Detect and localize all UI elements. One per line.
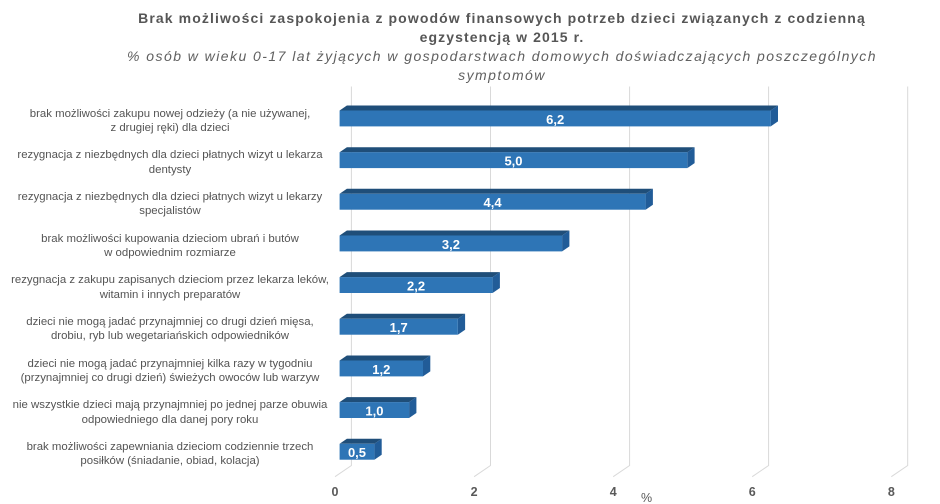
svg-text:8: 8: [888, 485, 895, 499]
svg-text:3,2: 3,2: [442, 237, 460, 252]
svg-text:1,2: 1,2: [372, 362, 390, 377]
svg-text:4: 4: [610, 485, 617, 499]
svg-text:4,4: 4,4: [484, 195, 503, 210]
svg-text:5,0: 5,0: [504, 154, 522, 169]
svg-text:0,5: 0,5: [348, 445, 366, 460]
svg-text:0: 0: [332, 485, 339, 499]
svg-text:2,2: 2,2: [407, 279, 425, 294]
svg-text:6: 6: [749, 485, 756, 499]
svg-text:1,0: 1,0: [365, 404, 383, 419]
svg-text:1,7: 1,7: [390, 320, 408, 335]
svg-text:6,2: 6,2: [546, 112, 564, 127]
svg-text:%: %: [641, 491, 652, 504]
svg-text:2: 2: [471, 485, 478, 499]
